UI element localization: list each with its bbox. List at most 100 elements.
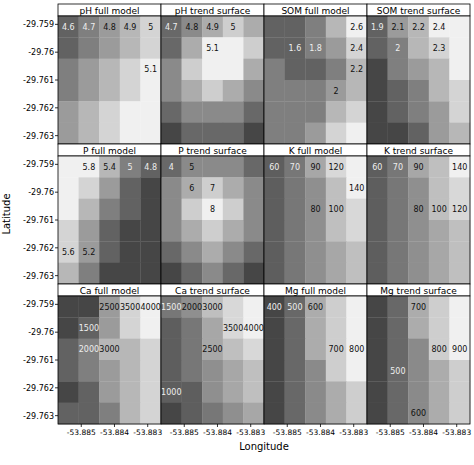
cell (223, 220, 244, 242)
cells (161, 156, 264, 284)
cell (161, 101, 182, 123)
y-tick (55, 107, 58, 108)
panel-frame (58, 156, 161, 284)
cell (223, 199, 244, 221)
cell (161, 263, 182, 285)
contour-label: 2000 (182, 303, 202, 312)
panel-title: Ca full model (80, 286, 139, 296)
cell (120, 101, 141, 123)
cell (264, 296, 285, 318)
y-tick (55, 192, 58, 193)
cell (243, 263, 264, 285)
cell (182, 156, 203, 178)
cell (429, 317, 450, 339)
cell (367, 59, 388, 81)
contour-label: 100 (328, 205, 343, 214)
cell (202, 101, 223, 123)
cell (223, 101, 244, 123)
cell (305, 220, 326, 242)
cell (99, 177, 120, 199)
cell (202, 177, 223, 199)
cell (388, 177, 409, 199)
x-tick (423, 424, 424, 427)
cell (140, 156, 161, 178)
cell (120, 16, 141, 38)
cell (79, 241, 100, 263)
y-tick (55, 220, 58, 221)
panel-frame (161, 296, 264, 424)
cell (58, 16, 79, 38)
cell (161, 241, 182, 263)
cell (140, 123, 161, 145)
cell (264, 156, 285, 178)
cell (388, 59, 409, 81)
contour-label: 5.6 (62, 248, 75, 257)
cell (305, 156, 326, 178)
contour-label: 1000 (161, 388, 181, 397)
cell (264, 360, 285, 382)
cell (223, 177, 244, 199)
cell (326, 177, 347, 199)
cell (346, 123, 367, 145)
cell (243, 80, 264, 102)
contour-label: 5 (148, 23, 153, 32)
cell (367, 101, 388, 123)
y-tick (55, 275, 58, 276)
x-tick (250, 424, 251, 427)
cell (79, 360, 100, 382)
cell (120, 59, 141, 81)
cell (140, 80, 161, 102)
y-tick-label: -29.763 (23, 132, 54, 141)
cell (243, 339, 264, 361)
y-tick-label: -29.762 (23, 384, 54, 393)
cell (140, 199, 161, 221)
cell (120, 263, 141, 285)
cell (161, 296, 182, 318)
panel-title: pH full model (79, 6, 139, 16)
contour-label: 4.8 (144, 163, 157, 172)
cell (408, 241, 429, 263)
cell (367, 199, 388, 221)
contour-label: 900 (452, 345, 467, 354)
panel-frame (58, 296, 161, 424)
cell (182, 339, 203, 361)
cell (120, 381, 141, 403)
cell (264, 403, 285, 425)
cell (326, 59, 347, 81)
panel: SOM full model1.61.822.22.42.6 (264, 4, 367, 144)
cell (120, 296, 141, 318)
cell (223, 360, 244, 382)
y-tick (55, 360, 58, 361)
contour-label: 120 (452, 205, 467, 214)
cell (449, 296, 470, 318)
contour-label: 4.7 (165, 23, 178, 32)
y-tick-label: -29.763 (23, 272, 54, 281)
cell (367, 339, 388, 361)
cell (388, 199, 409, 221)
cell (202, 16, 223, 38)
panel: pH trend surface4.74.84.955.1 (161, 4, 264, 144)
cell (346, 403, 367, 425)
cell (367, 403, 388, 425)
cell (161, 37, 182, 59)
cell (79, 381, 100, 403)
cell (326, 16, 347, 38)
cell (58, 177, 79, 199)
cell (79, 123, 100, 145)
contour-label: 1.9 (371, 23, 384, 32)
cell (202, 317, 223, 339)
cell (305, 263, 326, 285)
cell (79, 317, 100, 339)
title-strip (58, 144, 161, 156)
cell (223, 16, 244, 38)
cell (346, 101, 367, 123)
cell (182, 177, 203, 199)
contour-label: 70 (290, 163, 300, 172)
cell (223, 317, 244, 339)
cell (388, 220, 409, 242)
panel: P full model4.855.25.45.65.8-29.759-29.7… (23, 144, 161, 284)
cells (264, 156, 367, 284)
cell (449, 156, 470, 178)
cell (58, 339, 79, 361)
cell (305, 177, 326, 199)
